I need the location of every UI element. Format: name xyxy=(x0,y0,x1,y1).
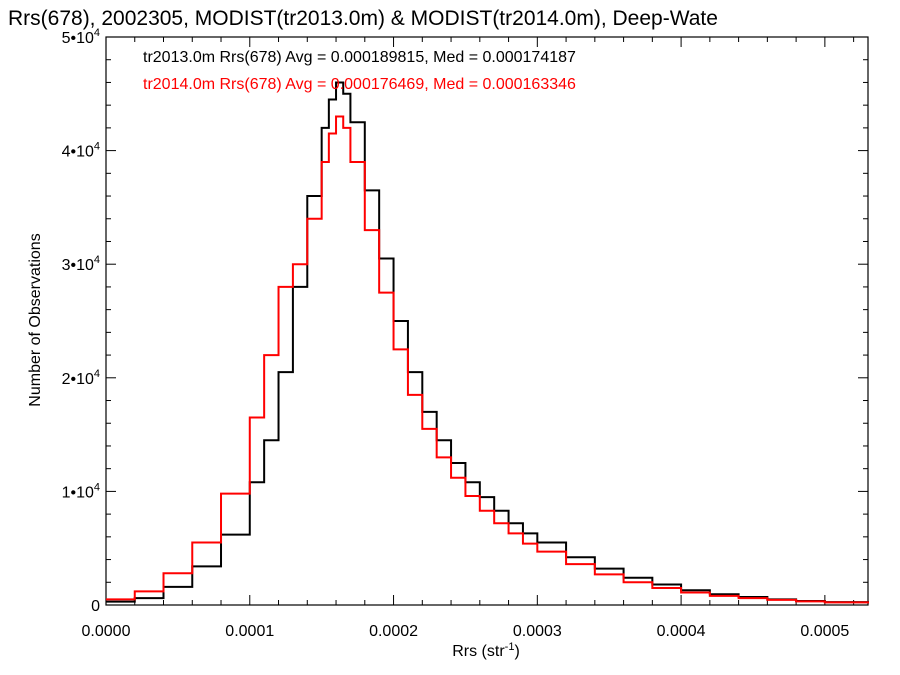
x-tick-label: 0.0003 xyxy=(513,623,562,640)
y-tick-label: 4•104 xyxy=(62,141,100,161)
chart-title: Rrs(678), 2002305, MODIST(tr2013.0m) & M… xyxy=(8,7,718,30)
annotation-1: tr2014.0m Rrs(678) Avg = 0.000176469, Me… xyxy=(143,76,576,93)
plot-area xyxy=(105,36,869,606)
x-tick-label: 0.0005 xyxy=(800,623,849,640)
plot-frame xyxy=(105,36,869,606)
annotation-0: tr2013.0m Rrs(678) Avg = 0.000189815, Me… xyxy=(143,49,576,66)
y-tick-label: 1•104 xyxy=(62,481,100,501)
annotations: tr2013.0m Rrs(678) Avg = 0.000189815, Me… xyxy=(143,49,576,93)
y-tick-label: 2•104 xyxy=(62,368,100,388)
x-axis-label-suffix: ) xyxy=(514,643,519,660)
x-axis-label: Rrs (str-1) xyxy=(452,641,520,660)
x-axis-label-sup: -1 xyxy=(505,641,515,653)
y-tick-label: 5•104 xyxy=(62,27,100,47)
x-tick-label: 0.0002 xyxy=(369,623,418,640)
y-tick-label: 0 xyxy=(91,598,100,615)
series-1-line xyxy=(106,115,869,604)
y-axis-label: Number of Observations xyxy=(27,233,44,406)
x-axis-label-text: Rrs (str xyxy=(452,643,505,660)
tick-labels: 0.0000 0.0001 0.0002 0.0003 0.0004 0.0005 0 1•1… xyxy=(62,27,850,640)
x-tick-label: 0.0001 xyxy=(225,623,274,640)
y-tick-label: 3•104 xyxy=(62,254,100,274)
x-tick-label: 0.0000 xyxy=(82,623,131,640)
axis-ticks xyxy=(105,36,868,606)
series-layer xyxy=(106,81,869,604)
x-tick-label: 0.0004 xyxy=(657,623,706,640)
